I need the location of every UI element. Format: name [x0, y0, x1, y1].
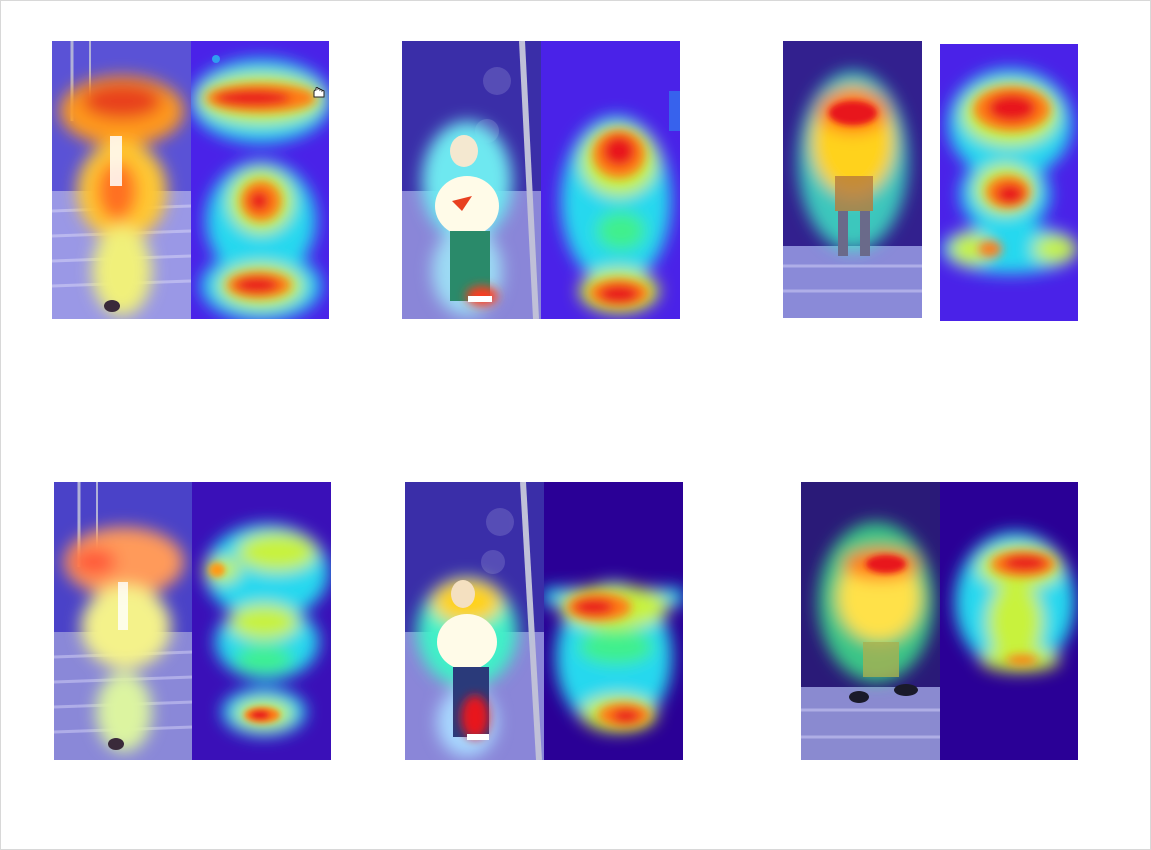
overlay-image-3 [783, 41, 922, 318]
attention-map-3 [940, 44, 1078, 321]
overlay-image-6 [801, 482, 940, 760]
overlay-image-4 [54, 482, 193, 760]
overlay-image-1 [52, 41, 191, 319]
attention-map-5 [544, 482, 683, 760]
attention-map-6 [940, 482, 1078, 760]
overlay-image-5 [405, 482, 544, 760]
overlay-image-2 [402, 41, 541, 319]
attention-map-2 [541, 41, 680, 319]
attention-map-4 [192, 482, 331, 760]
hand-cursor-icon [313, 87, 325, 98]
attention-map-1 [191, 41, 329, 319]
